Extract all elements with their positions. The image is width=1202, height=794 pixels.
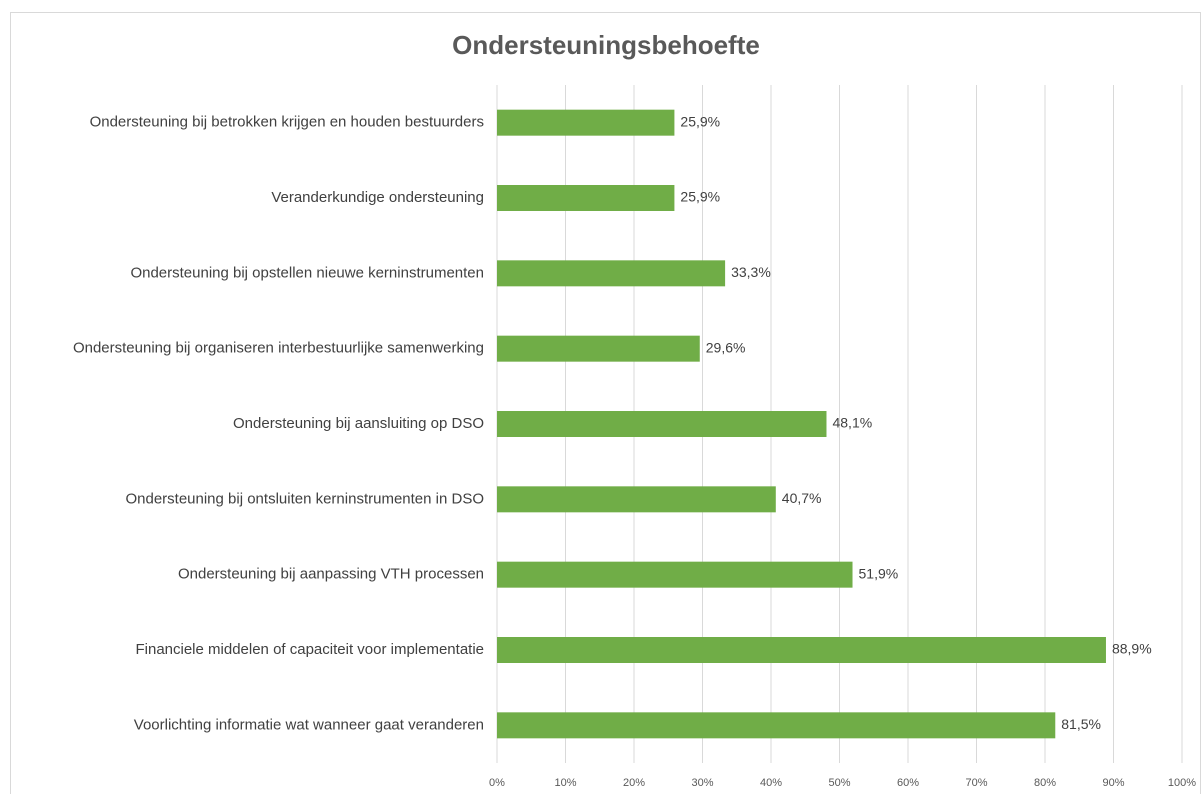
chart-frame — [10, 12, 1201, 794]
y-tick-label: Ondersteuning bij ontsluiten kerninstrum… — [125, 490, 484, 507]
chart-title: Ondersteuningsbehoefte — [452, 30, 760, 60]
x-tick-label: 50% — [828, 777, 850, 789]
y-tick-label: Ondersteuning bij aanpassing VTH process… — [178, 566, 484, 583]
value-label: 40,7% — [782, 490, 822, 506]
y-tick-label: Ondersteuning bij opstellen nieuwe kerni… — [130, 264, 484, 281]
bar — [497, 335, 700, 362]
y-tick-label: Voorlichting informatie wat wanneer gaat… — [134, 716, 484, 733]
value-label: 51,9% — [859, 565, 899, 581]
x-tick-label: 30% — [691, 777, 713, 789]
x-tick-label: 20% — [623, 777, 645, 789]
bar — [497, 486, 776, 513]
x-tick-label: 70% — [965, 777, 987, 789]
y-tick-label: Financiele middelen of capaciteit voor i… — [135, 641, 484, 658]
bar — [497, 260, 726, 287]
bar — [497, 185, 675, 211]
x-tick-label: 40% — [760, 777, 782, 789]
bar — [497, 411, 827, 437]
x-tick-label: 60% — [897, 777, 919, 789]
x-tick-label: 80% — [1034, 777, 1056, 789]
value-label: 29,6% — [706, 339, 746, 355]
bar — [497, 561, 853, 588]
x-tick-label: 0% — [489, 777, 505, 789]
value-label: 48,1% — [832, 415, 872, 431]
x-tick-label: 10% — [554, 777, 576, 789]
y-tick-label: Ondersteuning bij betrokken krijgen en h… — [90, 114, 484, 131]
y-tick-label: Ondersteuning bij aansluiting op DSO — [233, 415, 484, 432]
y-tick-label: Ondersteuning bij organiseren interbestu… — [73, 340, 484, 357]
bar — [497, 109, 675, 136]
bar — [497, 637, 1106, 663]
value-label: 88,9% — [1112, 641, 1152, 657]
value-label: 25,9% — [680, 113, 720, 129]
y-tick-label: Veranderkundige ondersteuning — [271, 189, 484, 206]
x-tick-label: 90% — [1102, 777, 1124, 789]
value-label: 33,3% — [731, 264, 771, 280]
bar — [497, 712, 1056, 739]
value-label: 25,9% — [680, 189, 720, 205]
value-label: 81,5% — [1061, 716, 1101, 732]
x-tick-label: 100% — [1168, 777, 1196, 789]
